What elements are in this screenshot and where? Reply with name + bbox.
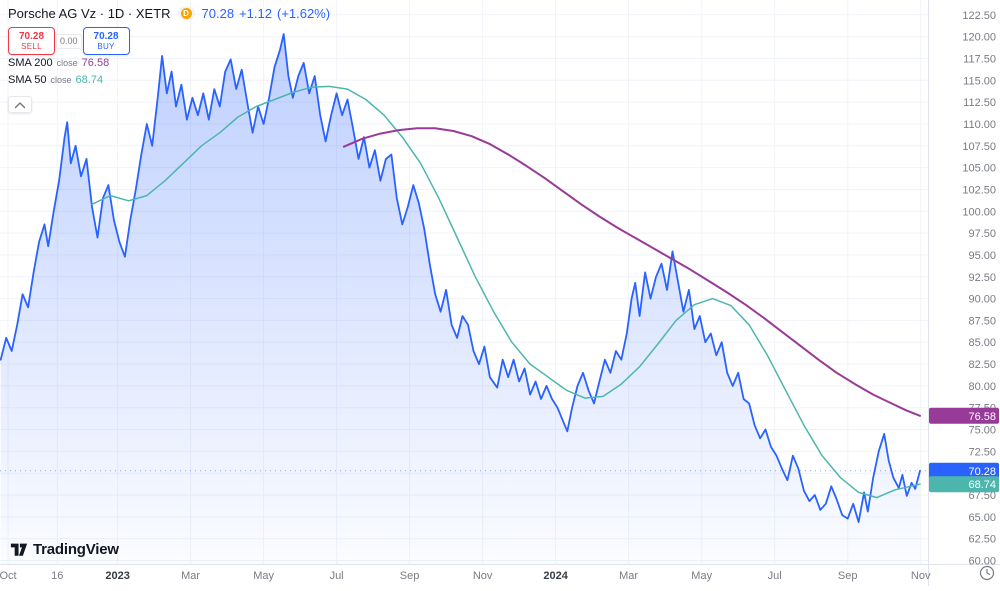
price-tick-label: 115.00 (963, 75, 996, 87)
price-tick-label: 72.50 (968, 446, 996, 458)
tradingview-logo[interactable]: TradingView (10, 540, 119, 558)
time-tick-label: Oct (0, 570, 17, 582)
time-tick-label: May (691, 570, 712, 582)
indicator-row-sma200[interactable]: SMA 200 close 76.58 (8, 57, 330, 72)
price-tick-label: 87.50 (968, 315, 996, 327)
time-tick-label: 16 (51, 570, 63, 582)
time-tick-label: 2023 (105, 570, 129, 582)
price-scale[interactable]: 60.0062.5065.0067.5070.0072.5075.0077.50… (929, 10, 999, 568)
symbol-title[interactable]: Porsche AG Vz · 1D · XETR (8, 5, 171, 21)
price-tick-label: 122.50 (962, 10, 996, 22)
price-change-readout: 70.28 +1.12 (+1.62%) (202, 6, 331, 21)
sell-button[interactable]: 70.28 SELL (8, 27, 55, 55)
price-tick-label: 92.50 (968, 272, 996, 284)
sell-label: SELL (21, 42, 42, 51)
price-badge: 76.58 (929, 407, 999, 424)
price-tick-label: 82.50 (968, 359, 996, 371)
chart-legend: Porsche AG Vz · 1D · XETR D 70.28 +1.12 … (8, 4, 330, 113)
buy-button[interactable]: 70.28 BUY (82, 27, 130, 55)
price-line (0, 33, 921, 523)
price-area-fill (0, 34, 920, 564)
price-tick-label: 95.00 (968, 250, 996, 262)
price-tick-label: 117.50 (963, 54, 996, 66)
time-tick-label: Mar (181, 570, 200, 582)
time-tick-label: Nov (473, 570, 493, 582)
price-badge-value: 68.74 (968, 479, 996, 491)
sma-200-line (342, 127, 921, 417)
time-tick-label: Jul (330, 570, 344, 582)
price-tick-label: 65.00 (968, 512, 996, 524)
price-tick-label: 85.00 (968, 337, 996, 349)
sma-50-line (91, 85, 921, 499)
time-tick-label: Nov (911, 570, 931, 582)
spread-value: 0.00 (56, 33, 82, 49)
legend-collapse-button[interactable] (8, 96, 32, 113)
price-tick-label: 62.50 (968, 534, 996, 546)
price-tick-label: 112.50 (963, 97, 996, 109)
time-tick-label: Mar (619, 570, 638, 582)
price-tick-label: 100.00 (962, 206, 996, 218)
clock-icon[interactable] (979, 565, 995, 581)
price-change-percent: (+1.62%) (277, 5, 331, 21)
time-tick-label: Sep (400, 570, 420, 582)
tradingview-mark-icon (10, 543, 28, 556)
sell-price: 70.28 (18, 31, 45, 42)
delayed-data-badge[interactable]: D (177, 6, 195, 20)
indicator-row-sma50[interactable]: SMA 50 close 68.74 (8, 74, 330, 89)
time-scale-background (0, 564, 928, 586)
indicator-value: 68.74 (75, 74, 104, 86)
price-tick-label: 60.00 (968, 556, 996, 568)
price-tick-label: 107.50 (962, 141, 996, 153)
last-price-value: 70.28 (201, 5, 235, 21)
buy-label: BUY (97, 42, 115, 51)
delayed-data-letter: D (180, 7, 192, 19)
indicator-param: close (56, 58, 78, 68)
price-badge-value: 70.28 (968, 466, 996, 478)
time-scale[interactable]: Oct 16 2023 Mar May Jul Sep Nov 2024 Mar May Jul Sep… (0, 570, 931, 582)
price-change-value: +1.12 (239, 5, 272, 21)
price-tick-label: 67.50 (968, 490, 996, 502)
price-tick-label: 120.00 (962, 32, 996, 44)
indicator-param: close (50, 75, 72, 85)
time-tick-label: 2024 (543, 570, 568, 582)
price-badge: 68.74 (929, 476, 999, 493)
price-tick-label: 97.50 (968, 228, 996, 240)
price-badge: 70.28 (929, 462, 999, 479)
chevron-up-icon (14, 101, 26, 108)
time-tick-label: May (253, 570, 274, 582)
time-tick-label: Sep (838, 570, 858, 582)
trade-buttons: 70.28 SELL 0.00 70.28 BUY (8, 27, 330, 55)
indicator-value: 76.58 (81, 57, 110, 69)
indicator-name: SMA 50 (8, 74, 47, 86)
price-tick-label: 110.00 (963, 119, 996, 131)
price-tick-label: 102.50 (962, 185, 996, 197)
price-tick-label: 75.00 (968, 425, 996, 437)
tradingview-logo-text: TradingView (33, 540, 119, 558)
buy-price: 70.28 (93, 31, 119, 42)
time-tick-label: Jul (768, 570, 782, 582)
price-tick-label: 105.00 (962, 163, 996, 175)
symbol-row: Porsche AG Vz · 1D · XETR D 70.28 +1.12 … (8, 4, 330, 22)
price-tick-label: 90.00 (968, 294, 996, 306)
price-tick-label: 80.00 (968, 381, 996, 393)
indicator-name: SMA 200 (8, 57, 53, 69)
price-badge-value: 76.58 (968, 411, 996, 423)
